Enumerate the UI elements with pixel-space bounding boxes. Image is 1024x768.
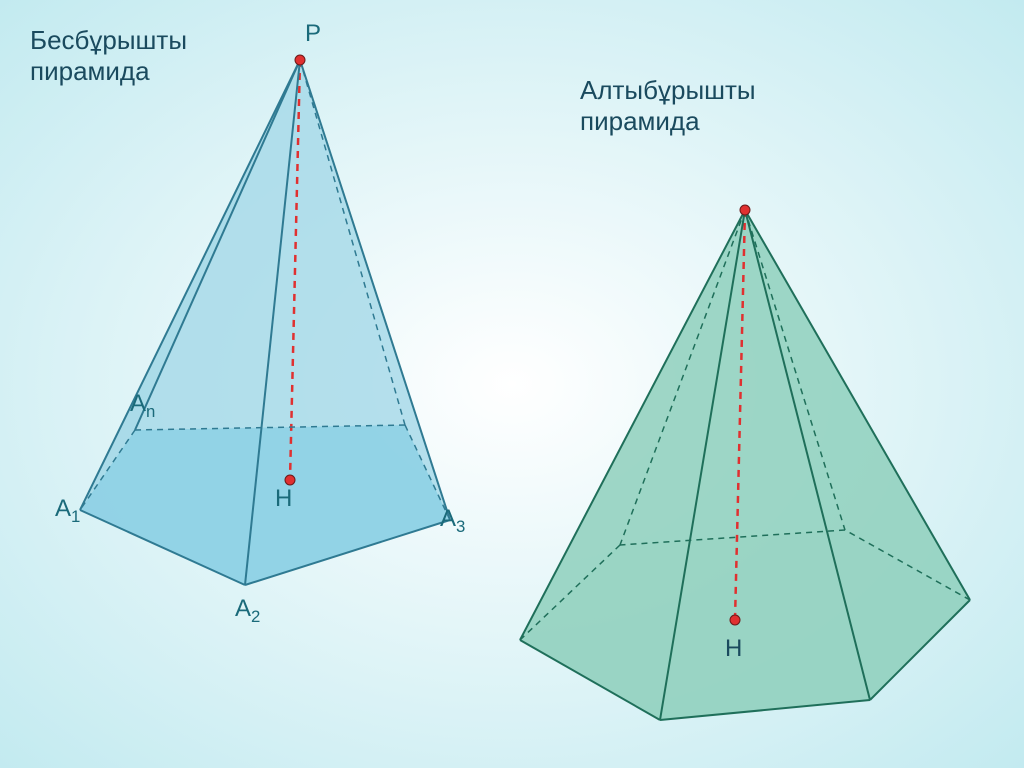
svg-root: [0, 0, 1024, 768]
vertex-label-an: An: [130, 390, 155, 422]
foot-label-h-penta: H: [275, 485, 292, 513]
vertex-label-a3: A3: [440, 505, 465, 537]
vertex-label-a2: A2: [235, 595, 260, 627]
foot-label-h-hexa: H: [725, 635, 742, 663]
title-pentagonal-line1: Бесбұрышты: [30, 25, 187, 56]
vertex-label-a1: A1: [55, 495, 80, 527]
title-hexagonal-line1: Алтыбұрышты: [580, 75, 756, 106]
title-pentagonal-line2: пирамида: [30, 56, 187, 87]
title-pentagonal: Бесбұрышты пирамида: [30, 25, 187, 87]
title-hexagonal: Алтыбұрышты пирамида: [580, 75, 756, 137]
apex-label-p: P: [305, 20, 321, 48]
diagram-canvas: Бесбұрышты пирамида Алтыбұрышты пирамида…: [0, 0, 1024, 768]
title-hexagonal-line2: пирамида: [580, 106, 756, 137]
